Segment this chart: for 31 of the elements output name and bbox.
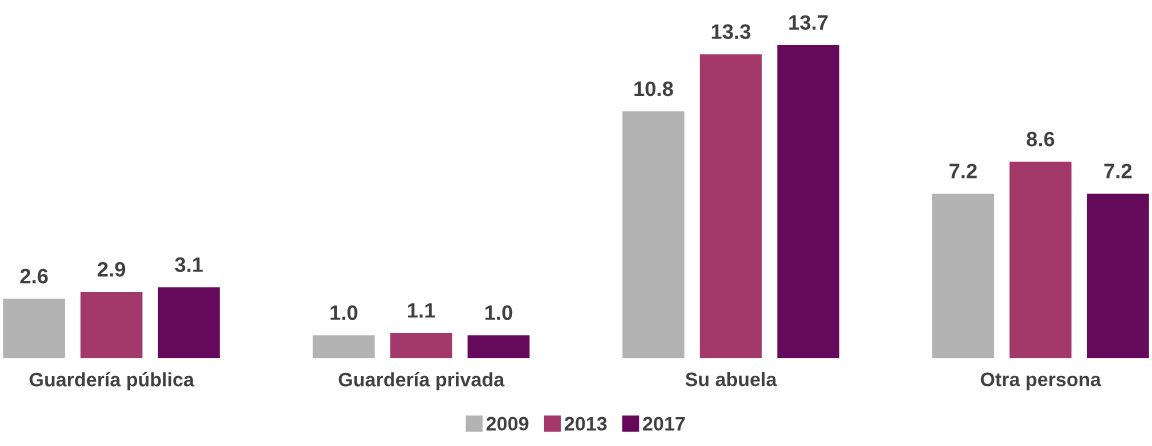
bar <box>390 333 453 359</box>
data-label: 2.6 <box>20 268 48 284</box>
bar <box>157 287 220 359</box>
legend-label: 2013 <box>564 416 607 431</box>
bar <box>932 193 995 359</box>
x-tick-label: Otra persona <box>980 372 1102 391</box>
bar <box>80 291 143 359</box>
bar <box>777 45 840 359</box>
legend-label: 2017 <box>643 416 685 431</box>
data-label: 3.1 <box>174 257 203 273</box>
data-label: 1.0 <box>330 305 358 321</box>
x-tick-label: Guardería privada <box>338 372 505 391</box>
data-label: 1.1 <box>407 303 436 318</box>
legend-label: 2009 <box>486 416 529 431</box>
x-tick-label: Guardería pública <box>29 372 195 391</box>
x-tick-label: Su abuela <box>685 372 777 387</box>
data-label: 8.6 <box>1026 131 1055 147</box>
bar <box>699 54 762 359</box>
bar <box>622 111 685 359</box>
data-label: 7.2 <box>949 163 977 179</box>
bar <box>467 335 530 359</box>
bar <box>1086 193 1149 359</box>
data-label: 13.3 <box>711 24 751 40</box>
bar <box>312 335 375 359</box>
data-label: 1.0 <box>485 305 513 321</box>
data-label: 10.8 <box>634 81 674 97</box>
data-label: 2.9 <box>97 261 126 277</box>
data-label: 7.2 <box>1104 163 1132 179</box>
data-label: 13.7 <box>789 15 828 30</box>
bar <box>1009 161 1072 359</box>
bar <box>3 298 66 359</box>
